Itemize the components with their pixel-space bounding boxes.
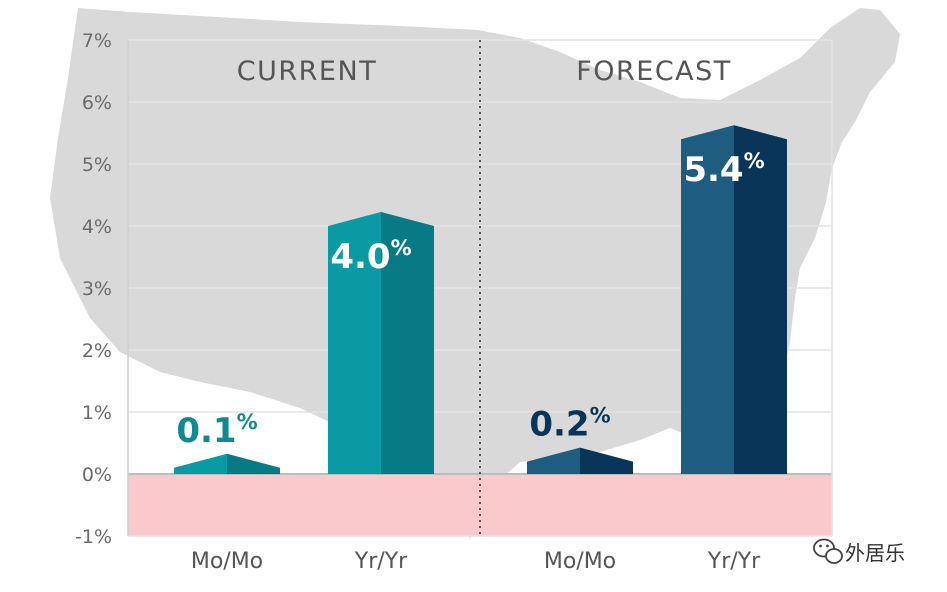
- bar-face-right: [227, 453, 280, 474]
- value-label: 4.0%: [330, 236, 411, 277]
- panel-label-forecast: FORECAST: [576, 56, 732, 87]
- category-label: Yr/Yr: [354, 549, 408, 574]
- y-tick-label: 5%: [82, 154, 112, 176]
- y-tick-label: 1%: [82, 402, 112, 424]
- value-labels: 0.1% 4.0% 0.2% 5.4%: [176, 149, 764, 451]
- value-label: 5.4%: [683, 149, 764, 190]
- bar: [681, 125, 787, 474]
- wechat-icon: [813, 538, 843, 564]
- y-tick-label: 4%: [82, 216, 112, 238]
- bars: [174, 125, 787, 474]
- watermark-text: 外居乐: [845, 541, 905, 565]
- y-tick-label: 0%: [82, 464, 112, 486]
- y-axis-ticks: 7% 6% 5% 4% 3% 2% 1% 0% -1%: [75, 30, 112, 548]
- category-labels: Mo/Mo Yr/Yr Mo/Mo Yr/Yr: [191, 549, 761, 574]
- y-tick-label: 7%: [82, 30, 112, 52]
- value-label: 0.2%: [529, 404, 610, 445]
- bar-face-right: [734, 125, 787, 474]
- bar-face-right: [580, 447, 633, 474]
- bar-face-right: [381, 212, 434, 474]
- bar: [174, 453, 280, 474]
- bar-face-left: [527, 447, 580, 474]
- bar: [328, 212, 434, 474]
- bar-face-left: [328, 212, 381, 474]
- panel-label-current: CURRENT: [237, 56, 377, 87]
- y-tick-label: 6%: [82, 92, 112, 114]
- value-label: 0.1%: [176, 410, 257, 451]
- y-tick-label: 2%: [82, 340, 112, 362]
- category-label: Mo/Mo: [544, 549, 616, 574]
- category-label: Mo/Mo: [191, 549, 263, 574]
- bar-face-left: [174, 453, 227, 474]
- bar-face-left: [681, 125, 734, 474]
- bar: [527, 447, 633, 474]
- watermark: 外居乐: [813, 538, 905, 565]
- category-label: Yr/Yr: [707, 549, 761, 574]
- y-tick-label: -1%: [75, 526, 112, 548]
- y-tick-label: 3%: [82, 278, 112, 300]
